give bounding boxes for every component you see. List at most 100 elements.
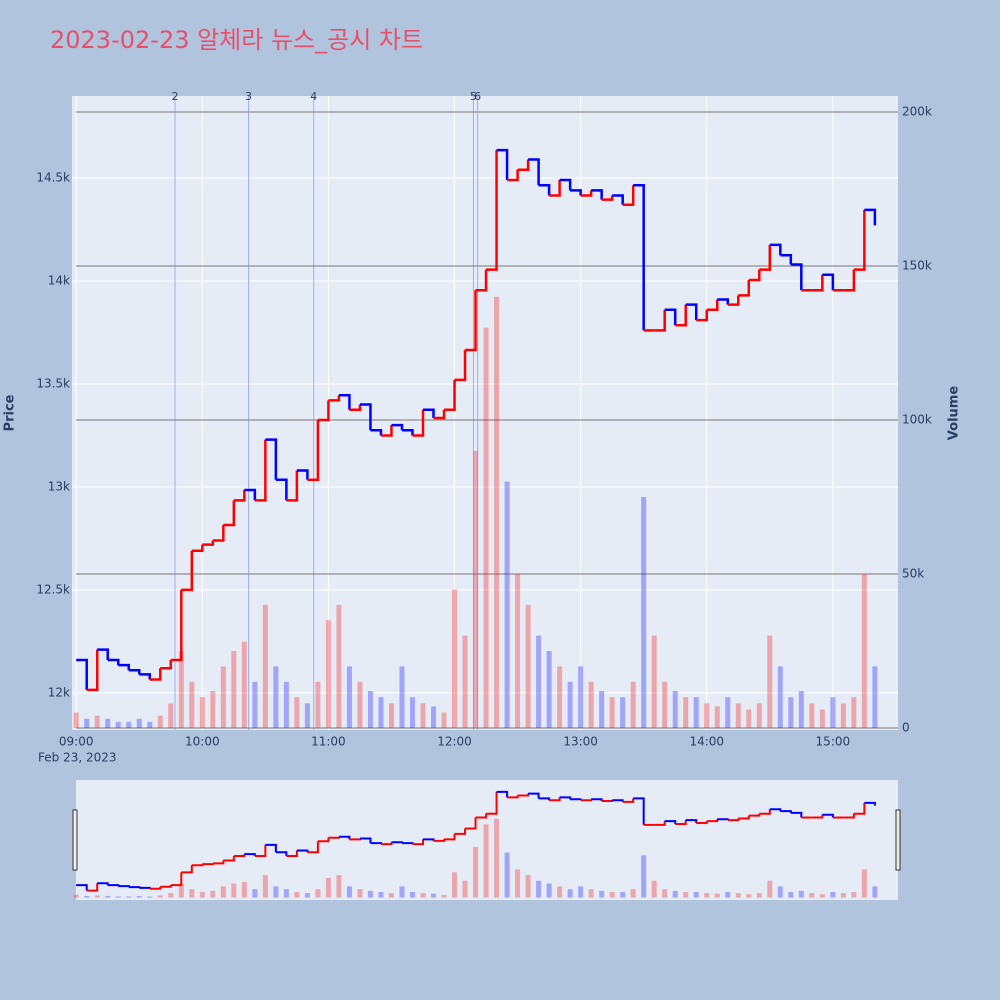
price-line [633,183,645,331]
slider-volume-bar [262,875,268,898]
price-line [486,150,498,271]
volume-bar [536,635,542,728]
price-line [422,408,435,418]
volume-bar [620,697,626,728]
volume-bar [672,691,678,728]
slider-price-line [601,799,614,802]
slider-price-line [275,851,288,856]
slider-price-line [181,865,193,874]
volume-bar [294,697,300,728]
news-label: 2 [171,90,178,103]
slider-volume-bar [672,890,678,898]
slider-price-line [370,842,382,845]
price-line [517,159,530,171]
price-line [780,253,793,265]
price-line [664,308,677,326]
slider-volume-bar [420,893,426,898]
price-line [286,470,299,502]
slider-price-line [139,886,151,889]
price-line [465,290,477,352]
slider-volume-bar [504,852,510,898]
volume-bar [273,666,279,728]
volume-bar [241,641,247,728]
volume-bar [546,651,552,728]
x-tick-label: 12:00 [437,735,472,749]
slider-volume-bar [525,875,531,898]
volume-bar [147,721,153,728]
volume-bar [809,703,815,728]
range-slider[interactable] [76,780,898,900]
price-line [853,209,866,271]
volume-bar [126,721,132,728]
slider-volume-bar [105,895,111,898]
volume-bar [609,697,615,728]
slider-volume-bar [199,891,205,898]
y-tick-label: 13.5k [36,376,70,390]
slider-price-line [580,799,593,802]
slider-price-line [664,820,677,824]
x-date-label: Feb 23, 2023 [38,751,117,765]
price-line [790,263,803,291]
volume-bar [168,703,174,728]
y-tick-label: 13k [48,479,70,493]
volume-bar [557,666,563,728]
price-line [612,194,624,205]
price-line [475,269,488,292]
slider-price-line [622,798,635,803]
slider-volume-bar [641,855,647,898]
news-label: 5 [470,90,477,103]
slider-volume-bar [231,883,237,898]
volume-bar [641,497,647,728]
slider-price-line [654,821,666,826]
slider-price-line [633,797,645,825]
slider-volume-bar [536,880,542,898]
volume-bar [462,635,468,728]
slider-volume-bar [346,886,352,898]
slider-volume-bar [756,893,762,898]
slider-price-line [465,817,477,830]
slider-handle[interactable] [895,809,901,871]
volume-bar [73,712,79,728]
volume-bar [515,574,521,728]
price-line [433,409,446,420]
price-line [412,409,425,437]
volume-bar [651,635,657,728]
volume-bar [725,697,731,728]
volume-bar [735,703,741,728]
y2-tick-label: 200k [902,105,932,119]
slider-volume-bar [84,895,90,898]
slider-volume-bar [578,886,584,898]
slider-handle[interactable] [72,809,78,871]
price-line [380,425,393,437]
slider-volume-bar [651,880,657,898]
price-line [444,379,456,411]
slider-price-line [349,838,361,841]
slider-price-line [475,813,488,819]
slider-volume-bar [252,889,258,898]
slider-volume-bar [294,891,300,898]
slider-volume-bar [147,896,153,898]
volume-bar [346,666,352,728]
price-line [86,649,99,692]
price-line [97,648,109,660]
slider-volume-bar [599,890,605,898]
slider-volume-bar [189,889,195,898]
slider-volume-bar [735,893,741,898]
slider-price-line [328,836,340,839]
slider-volume-bar [872,886,878,898]
slider-volume-bar [714,893,720,898]
slider-price-line [107,884,120,887]
volume-bar [220,666,226,728]
slider-price-line [559,796,572,800]
slider-price-line [570,798,582,801]
price-line [654,309,666,332]
price-line [601,195,614,201]
y2-tick-label: 0 [902,720,910,734]
price-line [139,673,152,680]
volume-bar [483,327,489,728]
news-label: 3 [245,90,252,103]
volume-bar [599,691,605,728]
price-line [843,269,856,292]
price-line [254,439,267,502]
price-line [391,423,404,431]
